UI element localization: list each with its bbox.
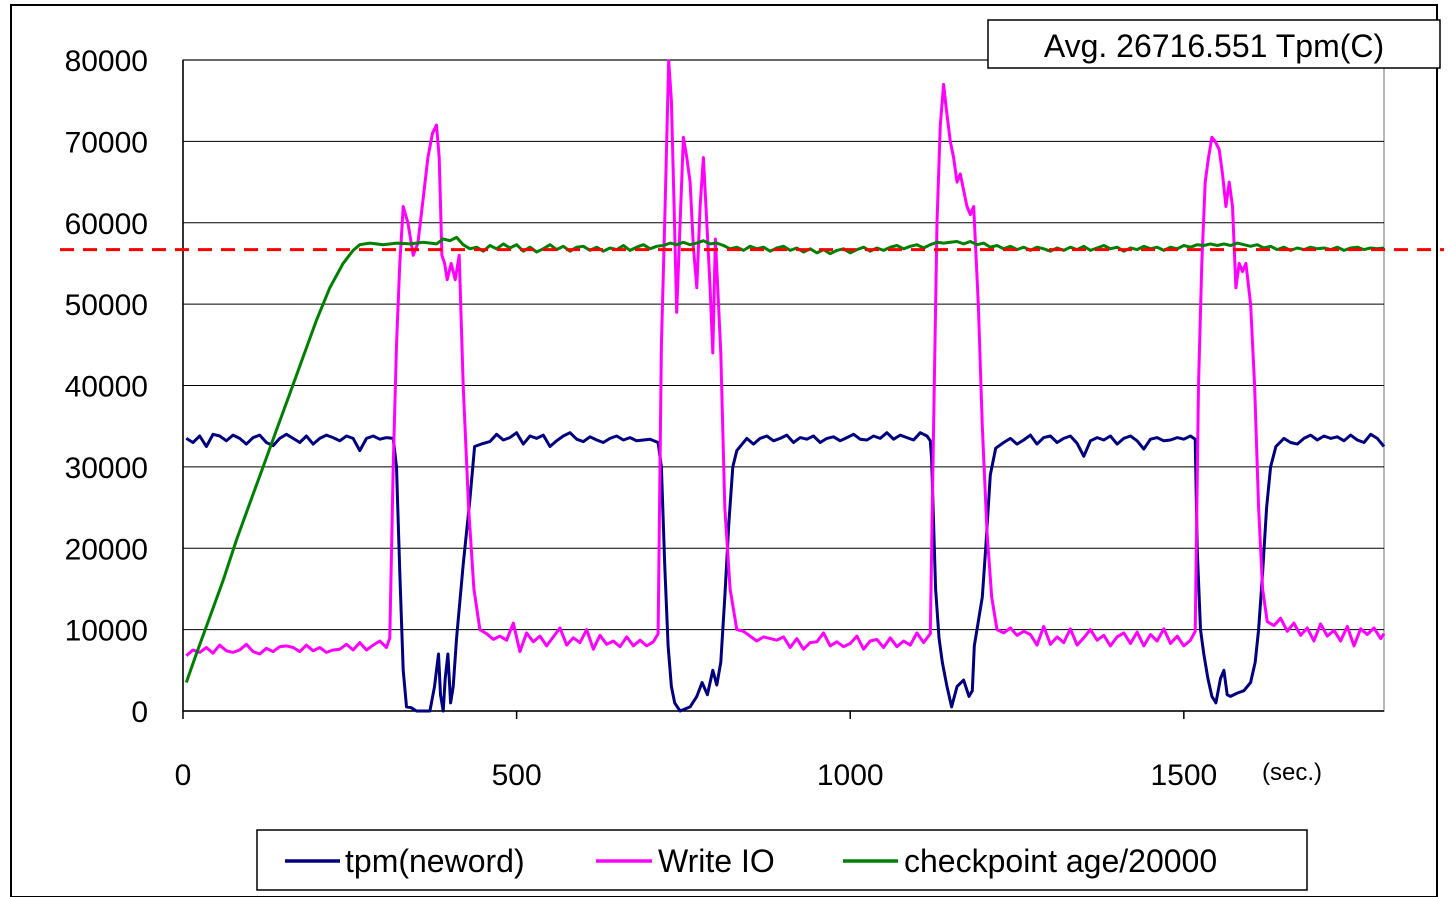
x-tick-label: 1000 [817, 759, 884, 792]
x-axis-unit: (sec.) [1262, 759, 1322, 786]
y-tick-label: 30000 [65, 452, 148, 485]
y-tick-label: 70000 [65, 126, 148, 159]
x-axis: 0 500 1000 1500 [175, 710, 1384, 792]
annotation-text: Avg. 26716.551 Tpm(C) [1044, 28, 1384, 64]
legend-item-checkpoint-age: checkpoint age/20000 [843, 843, 1217, 879]
series-line-1 [185, 59, 1386, 657]
y-tick-label: 10000 [65, 615, 148, 648]
y-tick-label: 60000 [65, 208, 148, 241]
legend-label: checkpoint age/20000 [904, 843, 1217, 879]
y-tick-label: 40000 [65, 371, 148, 404]
legend-item-write-io: Write IO [596, 843, 775, 879]
legend-label: Write IO [658, 843, 775, 879]
annotation-frame [987, 19, 1441, 69]
annotation-box: Avg. 26716.551 Tpm(C) [987, 19, 1441, 69]
y-tick-label: 50000 [65, 289, 148, 322]
x-tick-label: 500 [492, 759, 542, 792]
legend: tpm(neword) Write IO checkpoint age/2000… [256, 829, 1308, 891]
y-tick-label: 0 [131, 696, 148, 729]
y-tick-label: 20000 [65, 533, 148, 566]
legend-frame [256, 829, 1308, 891]
x-tick-label: 1500 [1150, 759, 1217, 792]
y-tick-label: 80000 [65, 45, 148, 78]
legend-label: tpm(neword) [345, 843, 525, 879]
y-axis: 0 10000 20000 30000 40000 50000 60000 70000 8000… [65, 45, 184, 729]
x-tick-label: 0 [175, 759, 192, 792]
legend-item-tpm: tpm(neword) [285, 843, 525, 879]
gridlines [183, 59, 1384, 631]
